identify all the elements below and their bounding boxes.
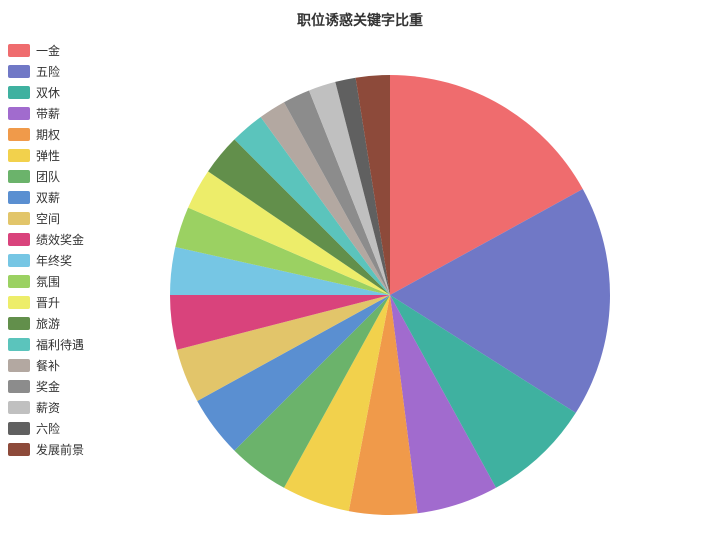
pie-chart [0, 0, 720, 540]
